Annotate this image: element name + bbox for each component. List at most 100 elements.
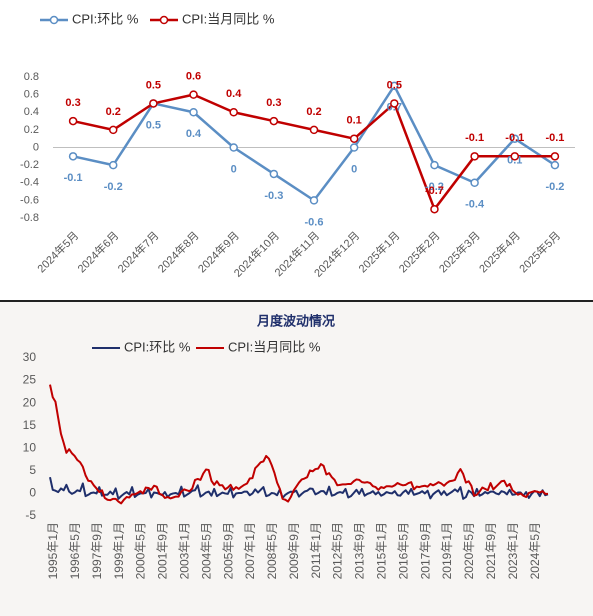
marker (269, 169, 279, 179)
marker (309, 125, 319, 135)
x-tick-label: 2020年5月 (462, 522, 476, 579)
legend-label: CPI:环比 % (72, 11, 139, 26)
y-tick-label: 0.6 (24, 89, 39, 101)
y-tick-label: -0.6 (20, 194, 39, 206)
x-tick-label: 1996年5月 (68, 522, 82, 579)
marker (510, 134, 520, 143)
x-tick-label: 2023年1月 (506, 522, 520, 579)
data-label: 0.6 (186, 71, 201, 83)
top-panel (0, 0, 593, 300)
data-label: -0.6 (305, 216, 324, 228)
data-label: 0 (351, 163, 357, 175)
y-tick-label: 30 (23, 350, 37, 364)
marker (229, 108, 238, 117)
x-tick-label: 2007年1月 (243, 522, 257, 579)
data-label: 0.1 (347, 115, 362, 127)
legend-label: CPI:环比 % (124, 339, 191, 354)
bottom-panel (0, 302, 593, 616)
data-label: -0.2 (545, 181, 564, 193)
marker (510, 152, 520, 161)
data-label: 0.2 (106, 106, 121, 118)
data-label: -0.2 (425, 181, 444, 193)
series-line (49, 476, 549, 500)
marker (309, 196, 319, 205)
y-tick-label: 0.2 (24, 124, 39, 136)
marker (390, 81, 399, 91)
marker (68, 116, 78, 126)
x-tick-label: 1997年9月 (90, 522, 104, 579)
y-tick-label: -0.8 (20, 212, 39, 224)
marker (149, 99, 158, 108)
data-label: 0.5 (387, 79, 402, 91)
data-label: -0.2 (104, 181, 123, 193)
x-tick-label: 1999年1月 (112, 522, 126, 579)
data-label: -0.1 (64, 172, 83, 184)
x-tick-label: 2000年5月 (134, 522, 148, 579)
y-tick-label: -0.4 (20, 177, 39, 189)
data-label: 0.5 (146, 119, 161, 131)
x-tick-label: 2011年1月 (309, 522, 323, 578)
x-tick-label: 2017年9月 (418, 522, 432, 579)
y-tick-label: 0 (33, 141, 39, 153)
marker (189, 90, 198, 99)
data-label: -0.1 (465, 132, 484, 144)
data-label: 0 (231, 163, 237, 175)
data-label: 0.2 (306, 106, 321, 118)
x-tick-label: 2019年1月 (440, 522, 454, 579)
chart-title: 月度波动情况 (256, 313, 335, 328)
data-label: -0.3 (264, 190, 283, 202)
y-tick-label: 25 (23, 373, 37, 387)
data-label: 0.5 (146, 79, 161, 91)
data-label: -0.4 (465, 199, 485, 211)
y-tick-label: 0.4 (24, 106, 39, 118)
marker (229, 143, 238, 152)
legend-marker (49, 15, 59, 25)
marker (550, 152, 560, 161)
marker (430, 160, 439, 170)
series-line (49, 384, 548, 505)
data-label: 0.3 (266, 97, 281, 109)
legend-label: CPI:当月同比 % (182, 11, 275, 26)
x-tick-label: 2009年9月 (287, 522, 301, 579)
data-label: 0.4 (226, 88, 242, 100)
marker (550, 160, 560, 170)
y-tick-label: 5 (29, 463, 36, 477)
data-label: -0.1 (545, 132, 564, 144)
marker (269, 116, 279, 126)
x-tick-label: 1995年1月 (46, 522, 60, 579)
x-tick-label: 2012年5月 (331, 522, 345, 579)
y-tick-label: -5 (25, 508, 36, 522)
data-label: -0.1 (505, 132, 524, 144)
x-tick-label: 2003年1月 (178, 522, 192, 579)
x-tick-label: 2005年9月 (221, 522, 235, 579)
data-label: 0.4 (186, 128, 202, 140)
x-tick-label: 2021年9月 (484, 522, 498, 579)
data-label: -0.7 (425, 185, 444, 197)
legend-label: CPI:当月同比 % (228, 339, 321, 354)
data-label: 0.3 (65, 97, 80, 109)
x-tick-label: 2008年5月 (265, 522, 279, 579)
x-tick-label: 2001年9月 (156, 522, 170, 579)
y-tick-label: 15 (23, 418, 37, 432)
y-tick-label: -0.2 (20, 159, 39, 171)
marker (349, 134, 359, 143)
y-tick-label: 20 (23, 395, 37, 409)
marker (470, 152, 479, 161)
x-tick-label: 2004年5月 (199, 522, 213, 579)
y-tick-label: 10 (23, 440, 37, 454)
marker (470, 178, 479, 187)
x-tick-label: 2015年1月 (375, 522, 389, 579)
marker (430, 204, 439, 214)
marker (108, 160, 118, 170)
x-tick-label: 2024年5月 (528, 522, 542, 579)
y-tick-label: 0 (29, 486, 36, 500)
marker (189, 108, 198, 117)
marker (108, 125, 118, 135)
legend-marker (159, 15, 169, 25)
marker (390, 99, 399, 108)
x-tick-label: 2016年5月 (396, 522, 410, 579)
marker (349, 143, 359, 152)
marker (68, 152, 78, 161)
y-tick-label: 0.8 (24, 71, 39, 83)
